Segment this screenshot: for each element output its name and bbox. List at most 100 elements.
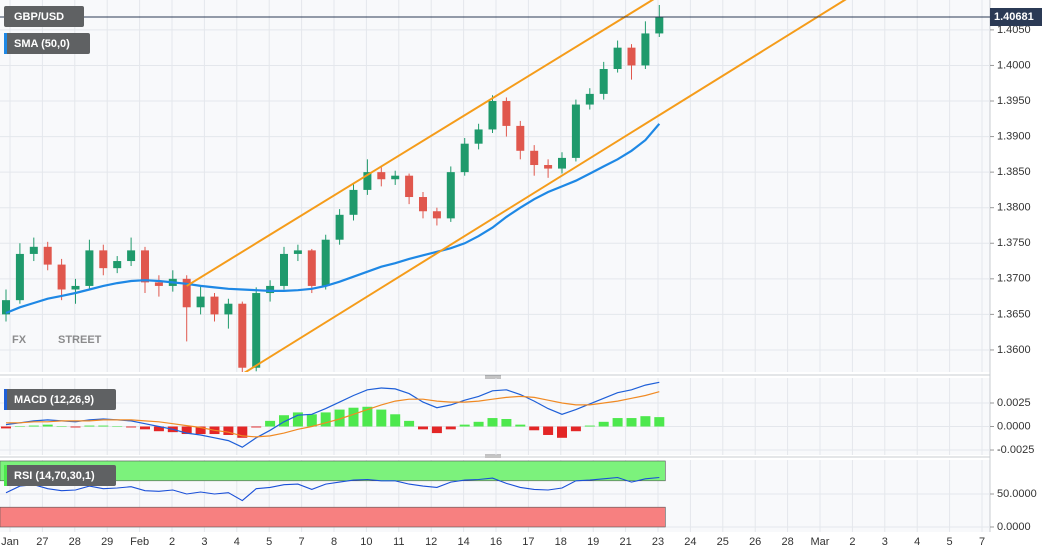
resize-handle[interactable] (485, 375, 501, 379)
histogram-bar (654, 417, 665, 427)
histogram-bar (362, 406, 373, 427)
x-tick-label: 5 (947, 536, 953, 548)
x-tick-label: 3 (882, 536, 888, 548)
candle-body (377, 172, 386, 180)
histogram-bar (223, 426, 234, 435)
candle-body (266, 285, 275, 294)
plot-layer (0, 460, 666, 528)
candle-body (85, 250, 94, 286)
candle-body (307, 250, 316, 286)
x-tick-label: 23 (652, 536, 664, 548)
x-tick-label: 2 (849, 536, 855, 548)
watermark: FX (12, 334, 27, 346)
histogram-bar (1, 426, 11, 429)
candle-body (321, 239, 330, 286)
histogram-bar (390, 414, 401, 427)
histogram-bar (557, 426, 567, 438)
histogram-bar (279, 415, 289, 427)
histogram-bar (181, 426, 192, 435)
y-tick-label: 0.0000 (997, 420, 1031, 432)
histogram-bar (70, 426, 81, 428)
candle-body (141, 250, 149, 283)
last-price-box (990, 7, 1042, 26)
x-tick-label: 27 (36, 536, 48, 548)
histogram-bar (376, 409, 387, 427)
y-tick-label: 1.3850 (997, 166, 1031, 178)
y-tick-label: 50.0000 (997, 488, 1037, 500)
x-tick-label: 14 (457, 536, 469, 548)
candle-body (71, 285, 80, 290)
candle-body (627, 47, 636, 66)
candle-body (43, 246, 52, 265)
candle-body (405, 175, 414, 198)
histogram-bar (473, 421, 484, 427)
histogram-bar (140, 426, 150, 430)
histogram-bar (348, 407, 359, 427)
candle-body (280, 253, 288, 286)
indicator-line (6, 391, 660, 438)
histogram-bar (265, 420, 276, 427)
x-tick-label: 17 (522, 536, 534, 548)
trend-line (243, 0, 847, 372)
x-grid (9, 0, 983, 532)
candle-body (655, 17, 664, 34)
rsi-band (0, 460, 666, 482)
candle-body (432, 211, 441, 219)
histogram-bar (334, 409, 345, 427)
plot-layer (1, 381, 665, 448)
candle-body (391, 175, 400, 180)
histogram-bar (320, 412, 331, 427)
candle-body (182, 278, 191, 308)
histogram-bar (237, 426, 248, 438)
y-tick-label: 0.0025 (997, 397, 1031, 409)
y-tick-label: 1.3900 (997, 130, 1031, 142)
histogram-bar (14, 426, 25, 428)
candle-body (571, 104, 580, 158)
y-tick-label: 1.4000 (997, 59, 1031, 71)
x-tick-label: 18 (555, 536, 567, 548)
x-tick-label: 24 (684, 536, 696, 548)
y-tick-label: 1.3800 (997, 202, 1031, 214)
candle-body (29, 246, 38, 254)
indicator-stripe (4, 33, 7, 54)
x-tick-label: Mar (811, 536, 830, 548)
x-tick-label: 4 (914, 536, 920, 548)
histogram-bar (445, 426, 456, 430)
x-tick-label: 28 (781, 536, 793, 548)
candle-body (2, 300, 10, 315)
histogram-bar (126, 426, 137, 428)
candle-body (585, 93, 594, 105)
watermark: STREET (58, 334, 102, 346)
x-tick-label: 2 (169, 536, 175, 548)
histogram-bar (598, 421, 609, 427)
histogram-bar (543, 426, 554, 435)
histogram-bar (515, 424, 526, 427)
candle-body (210, 296, 219, 315)
histogram-bar (292, 412, 303, 427)
candle-body (544, 165, 553, 169)
histogram-bar (626, 418, 637, 427)
candle-body (641, 33, 650, 66)
candle-body (154, 282, 163, 286)
y-tick-label: 1.3650 (997, 308, 1031, 320)
candle-body (363, 172, 372, 190)
x-tick-label: 21 (619, 536, 631, 548)
x-tick-label: 11 (393, 536, 404, 548)
x-tick-label: 19 (587, 536, 599, 548)
resize-handle[interactable] (485, 454, 501, 458)
x-tick-label: Feb (130, 536, 149, 548)
rsi-band (0, 506, 666, 528)
macd-panel (0, 378, 990, 455)
indicator-stripe (4, 465, 7, 486)
candle-body (127, 250, 136, 262)
candle-body (57, 264, 66, 290)
y-tick-label: 0.0000 (997, 521, 1031, 533)
candle-body (293, 250, 302, 254)
candle-body (530, 150, 539, 166)
indicator-stripe (4, 389, 7, 410)
histogram-bar (153, 426, 164, 432)
x-tick-label: 16 (490, 536, 502, 548)
x-tick-label: 29 (101, 536, 113, 548)
x-tick-label: 8 (331, 536, 337, 548)
candle-body (516, 125, 525, 151)
